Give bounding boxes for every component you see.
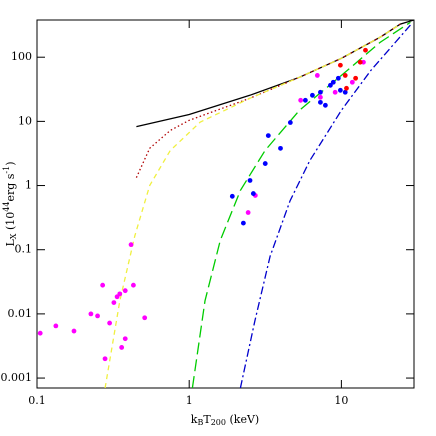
- data-point: [131, 282, 136, 288]
- x-label-part: (keV): [226, 413, 259, 426]
- x-label-part: T: [203, 413, 211, 426]
- y-label-part: -1: [2, 166, 11, 174]
- data-point: [318, 99, 323, 105]
- curve: [104, 23, 401, 388]
- data-point: [330, 79, 336, 85]
- data-point: [122, 288, 128, 294]
- y-label-part: X: [9, 233, 18, 239]
- y-tick-label: 0.001: [1, 371, 33, 384]
- data-point: [363, 47, 368, 53]
- y-tick-label: 10: [18, 114, 32, 127]
- data-point: [278, 145, 283, 151]
- data-point: [322, 102, 328, 108]
- data-point: [71, 328, 77, 334]
- data-point: [342, 73, 348, 78]
- y-axis-label: LX (1044erg s-1): [2, 161, 18, 246]
- data-point: [357, 59, 363, 65]
- data-point: [53, 323, 59, 329]
- data-point: [335, 75, 341, 81]
- data-point: [240, 220, 246, 226]
- data-point: [100, 282, 106, 288]
- y-tick-label: 0.01: [8, 307, 33, 320]
- data-point: [337, 62, 343, 68]
- x-tick-label: 0.1: [28, 394, 46, 407]
- data-point: [298, 97, 304, 103]
- data-point: [119, 345, 125, 350]
- data-point: [342, 89, 348, 95]
- data-point: [117, 291, 123, 297]
- data-point: [107, 320, 113, 326]
- data-point: [88, 311, 94, 317]
- y-label-part: 44: [2, 202, 11, 212]
- data-point: [349, 79, 355, 85]
- y-label-part: ): [4, 161, 17, 165]
- data-point: [122, 336, 128, 342]
- curve: [191, 21, 411, 388]
- data-point: [245, 210, 251, 215]
- x-tick-label: 1: [186, 394, 193, 407]
- data-point: [287, 120, 293, 125]
- data-point: [344, 85, 349, 91]
- data-point: [310, 92, 315, 98]
- data-point: [37, 330, 43, 336]
- y-label-part: L: [4, 239, 17, 247]
- x-label-part: 200: [211, 418, 226, 427]
- x-label-part: k: [191, 413, 198, 426]
- data-point: [95, 313, 100, 319]
- y-tick-label: 100: [11, 50, 32, 63]
- data-point: [318, 89, 323, 95]
- data-point: [314, 73, 320, 78]
- data-point: [337, 87, 343, 93]
- y-label-part: (10: [4, 212, 17, 234]
- data-point: [262, 161, 268, 166]
- y-tick-label: 0.1: [15, 243, 33, 256]
- data-point: [247, 178, 253, 183]
- data-point: [111, 300, 117, 305]
- plot-area: [37, 20, 414, 388]
- y-tick-label: 1: [25, 179, 32, 192]
- data-point: [328, 82, 333, 88]
- data-point: [302, 97, 308, 103]
- x-tick-label: 10: [334, 394, 348, 407]
- data-point: [318, 94, 323, 100]
- data-point: [353, 75, 359, 81]
- data-point: [128, 242, 134, 248]
- data-point: [250, 191, 256, 196]
- curve: [136, 20, 414, 128]
- x-label-part: B: [197, 418, 203, 427]
- data-point: [229, 193, 235, 199]
- y-label-part: erg s: [4, 173, 17, 201]
- data-point: [265, 133, 271, 139]
- plot-frame: [36, 19, 415, 389]
- curve: [239, 24, 411, 388]
- data-point: [332, 89, 338, 95]
- data-point: [142, 315, 148, 321]
- x-axis-label: kBT200 (keV): [191, 413, 259, 427]
- data-point: [102, 356, 108, 362]
